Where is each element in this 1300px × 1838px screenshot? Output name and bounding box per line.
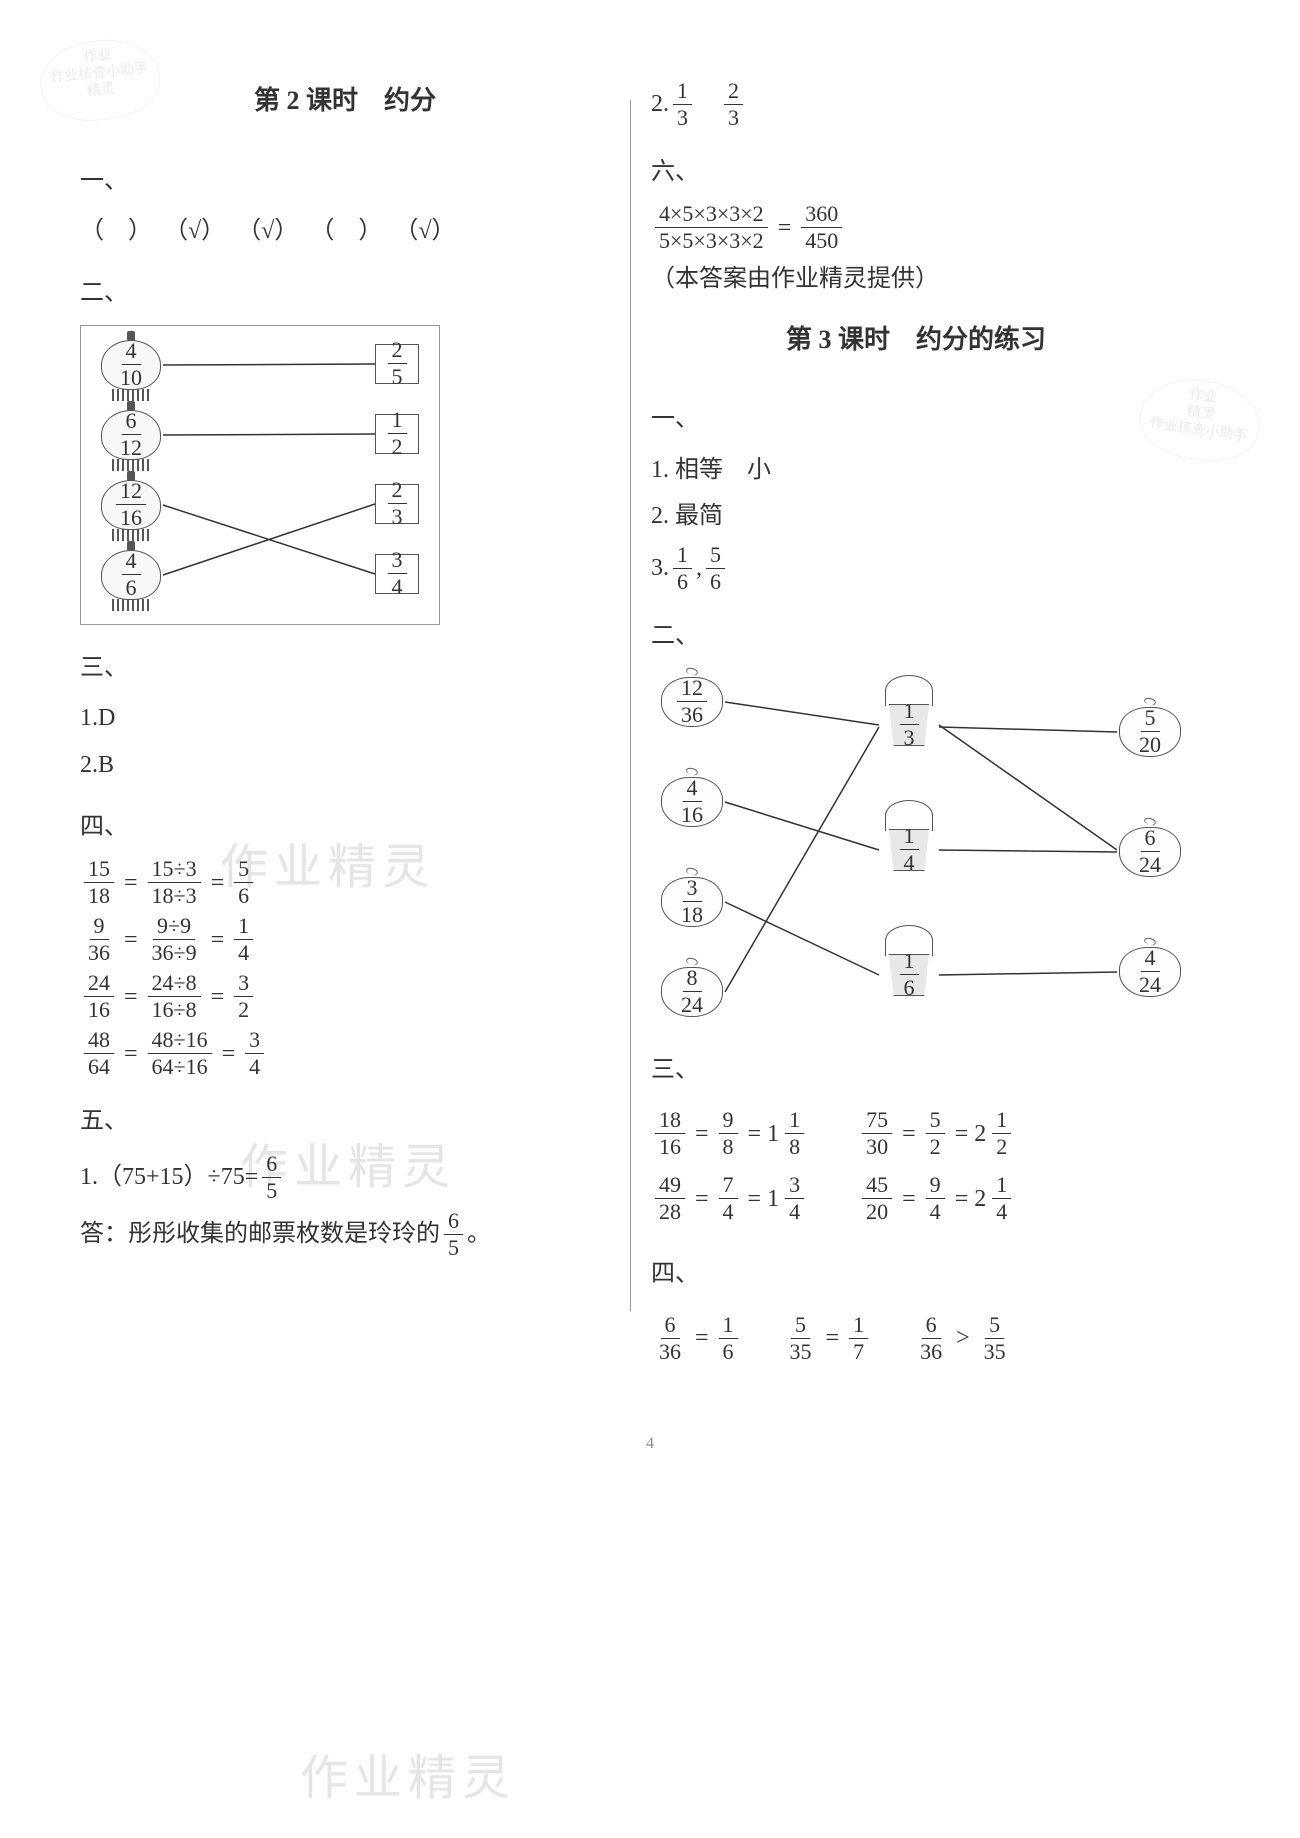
result-2: 23	[375, 484, 419, 524]
result-3: 34	[375, 554, 419, 594]
apple-l1: 416	[661, 777, 723, 827]
s6-equation: 4×5×3×3×25×5×3×3×2 = 360450	[651, 203, 1181, 252]
r-s4-row: 636= 16 535= 17 636 > 535	[651, 1306, 1181, 1371]
apple-r2: 424	[1119, 947, 1181, 997]
s4-row-3: 4864= 48÷1664÷16= 34	[80, 1029, 610, 1078]
s4-row-2: 2416= 24÷816÷8= 32	[80, 972, 610, 1021]
lantern-2: 1216	[101, 480, 161, 530]
s4-row-1: 936= 9÷936÷9= 14	[80, 915, 610, 964]
s5-answer: 答：彤彤收集的邮票枚数是玲玲的 65 。	[80, 1210, 610, 1259]
section-2-label: 二、	[80, 274, 610, 312]
r-s3-row1: 4928= 74= 134 4520= 94= 214	[651, 1166, 1181, 1231]
apple-bucket-matching: 1236 416 318 824 13 14 16 520 624 424	[651, 667, 1191, 1027]
result-1: 12	[375, 414, 419, 454]
section-4-label: 四、	[80, 808, 610, 846]
s5-q2: 2. 13 23	[651, 80, 1181, 129]
section-1-label: 一、	[80, 162, 610, 200]
left-column: 第 2 课时 约分 一、 （ ） （√） （√） （ ） （√） 二、 410 …	[60, 60, 630, 1371]
s4-row-0: 1518= 15÷318÷3= 56	[80, 858, 610, 907]
apple-l3: 824	[661, 967, 723, 1017]
page-number: 4	[0, 1431, 1300, 1457]
lantern-0: 410	[101, 340, 161, 390]
s4-rows: 1518= 15÷318÷3= 56 936= 9÷936÷9= 14 2416…	[80, 858, 610, 1078]
apple-l0: 1236	[661, 677, 723, 727]
s5-q1: 1.（75+15）÷75= 65	[80, 1153, 610, 1202]
r-s1-a1: 1. 相等 小	[651, 451, 1181, 489]
section-5-label: 五、	[80, 1102, 610, 1140]
r-s3-label: 三、	[651, 1051, 1181, 1089]
bucket-2: 16	[881, 947, 937, 1003]
r-s1-a3: 3. 16 , 56	[651, 544, 1181, 593]
s6-note: （本答案由作业精灵提供）	[651, 260, 1181, 298]
s3-a2: 2.B	[80, 746, 610, 784]
section-3-label: 三、	[80, 649, 610, 687]
section-6-label: 六、	[651, 153, 1181, 191]
apple-l2: 318	[661, 877, 723, 927]
section-1-answers: （ ） （√） （√） （ ） （√）	[80, 212, 610, 250]
apple-r1: 624	[1119, 827, 1181, 877]
r-s1-a2: 2. 最简	[651, 497, 1181, 535]
lesson-3-title: 第 3 课时 约分的练习	[651, 319, 1181, 361]
bucket-0: 13	[881, 697, 937, 753]
r-s1-label: 一、	[651, 400, 1181, 438]
r-s3-row0: 1816= 98= 118 7530= 52= 212	[651, 1101, 1181, 1166]
lantern-1: 612	[101, 410, 161, 460]
watermark-3: 作业精灵	[300, 1741, 516, 1818]
r-s4-label: 四、	[651, 1255, 1181, 1293]
result-0: 25	[375, 344, 419, 384]
right-column: 2. 13 23 六、 4×5×3×3×25×5×3×3×2 = 360450 …	[631, 60, 1201, 1371]
apple-r0: 520	[1119, 707, 1181, 757]
lantern-3: 46	[101, 550, 161, 600]
r-s2-label: 二、	[651, 617, 1181, 655]
lantern-matching: 410 612 1216 46 25 12 23 34	[80, 325, 440, 625]
bucket-1: 14	[881, 822, 937, 878]
s3-a1: 1.D	[80, 699, 610, 737]
lesson-2-title: 第 2 课时 约分	[80, 80, 610, 122]
